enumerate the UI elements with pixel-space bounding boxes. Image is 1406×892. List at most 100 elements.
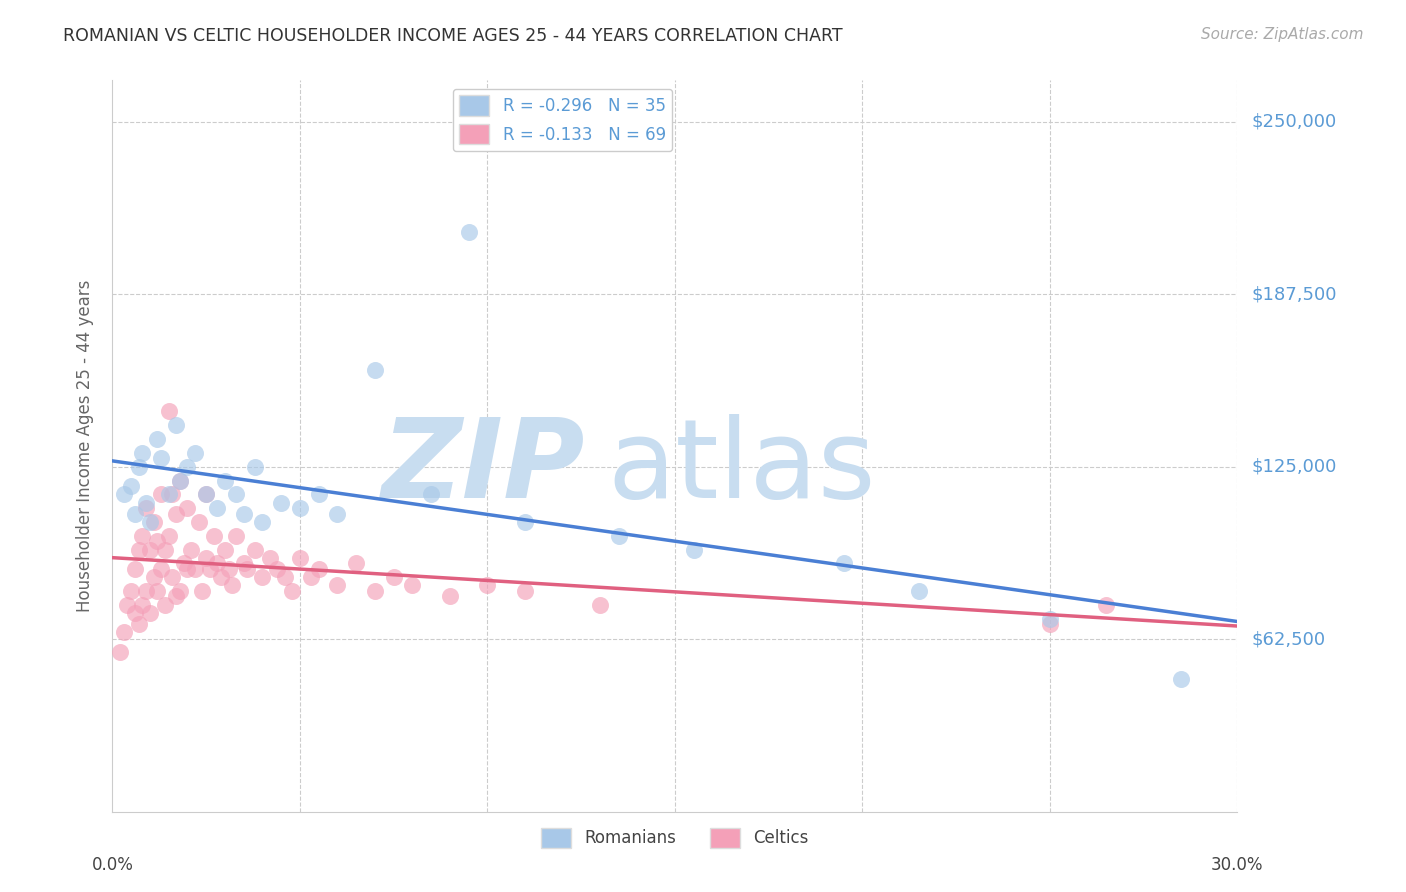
Point — [225, 487, 247, 501]
Point — [139, 515, 162, 529]
Point — [326, 578, 349, 592]
Point — [252, 515, 274, 529]
Point — [382, 570, 405, 584]
Point — [157, 529, 180, 543]
Point — [173, 557, 195, 571]
Point — [308, 562, 330, 576]
Point — [157, 404, 180, 418]
Point — [308, 487, 330, 501]
Point — [225, 529, 247, 543]
Text: 0.0%: 0.0% — [91, 856, 134, 874]
Point — [176, 501, 198, 516]
Point — [299, 570, 322, 584]
Point — [176, 562, 198, 576]
Point — [135, 495, 157, 509]
Point — [1170, 672, 1192, 686]
Point — [195, 550, 218, 565]
Point — [169, 474, 191, 488]
Point — [274, 570, 297, 584]
Point — [439, 590, 461, 604]
Point — [146, 534, 169, 549]
Point — [214, 474, 236, 488]
Point — [131, 529, 153, 543]
Point — [477, 578, 499, 592]
Point — [236, 562, 259, 576]
Point — [832, 557, 855, 571]
Point — [184, 446, 207, 460]
Point — [364, 363, 387, 377]
Point — [165, 418, 187, 433]
Point — [191, 583, 214, 598]
Point — [108, 645, 131, 659]
Point — [135, 501, 157, 516]
Point — [131, 446, 153, 460]
Point — [124, 507, 146, 521]
Point — [288, 550, 311, 565]
Text: ROMANIAN VS CELTIC HOUSEHOLDER INCOME AGES 25 - 44 YEARS CORRELATION CHART: ROMANIAN VS CELTIC HOUSEHOLDER INCOME AG… — [63, 27, 842, 45]
Text: $62,500: $62,500 — [1251, 631, 1326, 648]
Point — [221, 578, 243, 592]
Point — [150, 451, 173, 466]
Point — [364, 583, 387, 598]
Point — [165, 590, 187, 604]
Point — [232, 557, 254, 571]
Point — [128, 617, 150, 632]
Point — [165, 507, 187, 521]
Point — [401, 578, 423, 592]
Point — [513, 583, 536, 598]
Text: ZIP: ZIP — [381, 415, 585, 522]
Point — [162, 487, 184, 501]
Point — [139, 542, 162, 557]
Point — [207, 501, 229, 516]
Point — [124, 606, 146, 620]
Text: atlas: atlas — [607, 415, 876, 522]
Point — [117, 598, 139, 612]
Point — [1039, 617, 1062, 632]
Point — [139, 606, 162, 620]
Point — [187, 515, 209, 529]
Point — [157, 487, 180, 501]
Text: $250,000: $250,000 — [1251, 112, 1337, 131]
Point — [207, 557, 229, 571]
Point — [232, 507, 254, 521]
Point — [195, 487, 218, 501]
Point — [124, 562, 146, 576]
Point — [142, 570, 165, 584]
Point — [270, 495, 292, 509]
Point — [907, 583, 929, 598]
Text: $125,000: $125,000 — [1251, 458, 1337, 475]
Point — [281, 583, 304, 598]
Point — [169, 583, 191, 598]
Y-axis label: Householder Income Ages 25 - 44 years: Householder Income Ages 25 - 44 years — [76, 280, 94, 612]
Point — [513, 515, 536, 529]
Point — [146, 432, 169, 446]
Point — [288, 501, 311, 516]
Point — [128, 459, 150, 474]
Point — [420, 487, 443, 501]
Point — [252, 570, 274, 584]
Point — [120, 583, 142, 598]
Point — [135, 583, 157, 598]
Point — [195, 487, 218, 501]
Point — [457, 225, 479, 239]
Point — [214, 542, 236, 557]
Text: $187,500: $187,500 — [1251, 285, 1337, 303]
Text: Source: ZipAtlas.com: Source: ZipAtlas.com — [1201, 27, 1364, 42]
Point — [344, 557, 367, 571]
Point — [326, 507, 349, 521]
Point — [1039, 611, 1062, 625]
Point — [607, 529, 630, 543]
Point — [259, 550, 281, 565]
Point — [120, 479, 142, 493]
Point — [112, 487, 135, 501]
Point — [180, 542, 202, 557]
Point — [150, 562, 173, 576]
Point — [1095, 598, 1118, 612]
Point — [202, 529, 225, 543]
Text: 30.0%: 30.0% — [1211, 856, 1264, 874]
Point — [128, 542, 150, 557]
Point — [153, 598, 176, 612]
Point — [169, 474, 191, 488]
Point — [162, 570, 184, 584]
Point — [153, 542, 176, 557]
